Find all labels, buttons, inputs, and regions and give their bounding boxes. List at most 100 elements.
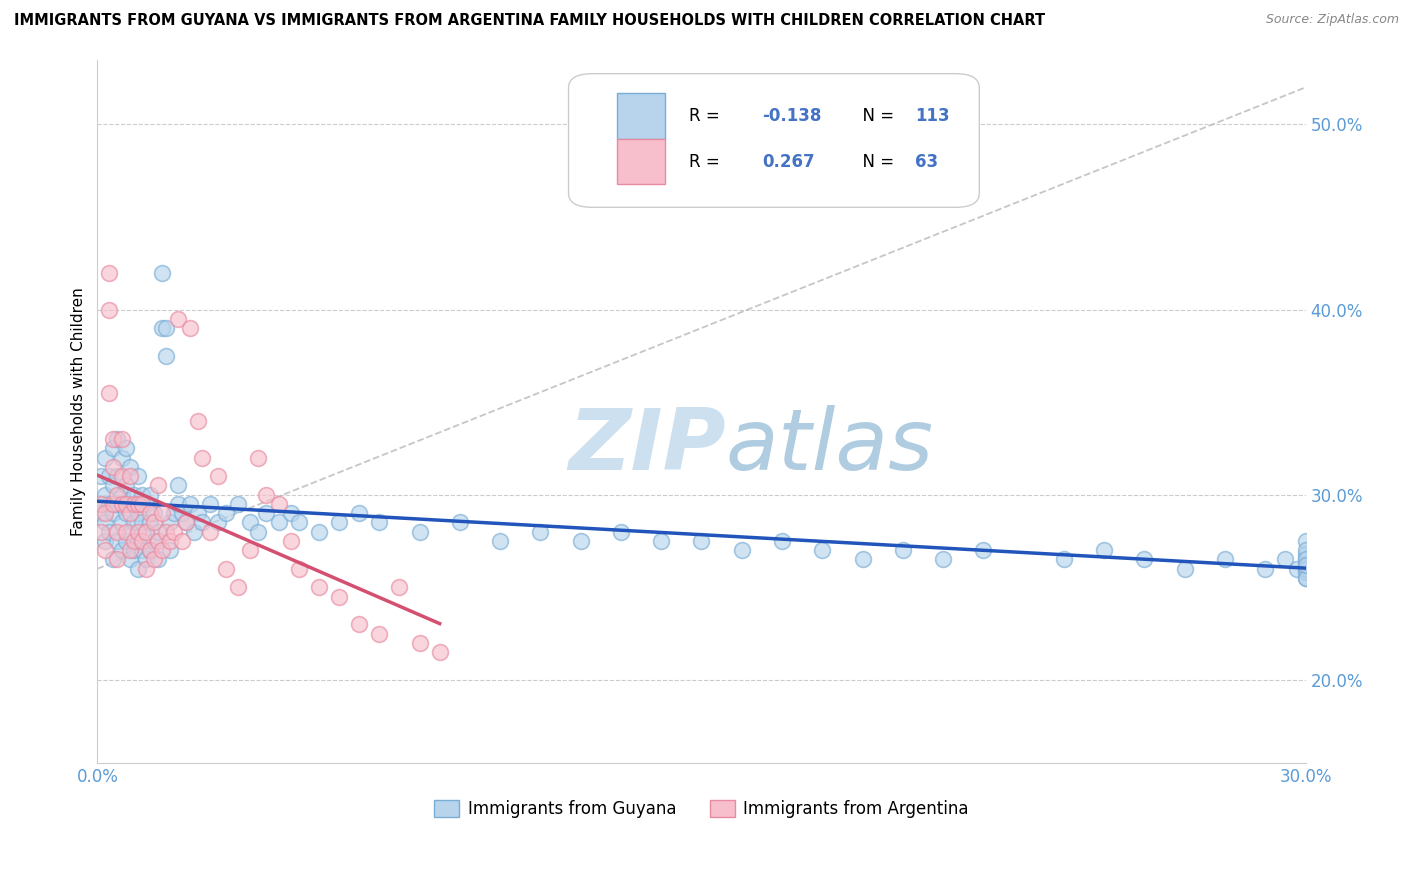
- Point: [1133, 552, 1156, 566]
- Point: [167, 311, 190, 326]
- Point: [90, 497, 112, 511]
- Point: [118, 459, 141, 474]
- Point: [150, 266, 173, 280]
- Point: [118, 552, 141, 566]
- Point: [94, 543, 117, 558]
- Point: [98, 469, 121, 483]
- Point: [103, 432, 125, 446]
- Point: [731, 543, 754, 558]
- Point: [122, 497, 145, 511]
- Point: [150, 506, 173, 520]
- Point: [226, 580, 249, 594]
- Point: [1295, 552, 1317, 566]
- Point: [94, 533, 117, 548]
- Point: [449, 516, 471, 530]
- Point: [110, 450, 132, 465]
- Point: [155, 321, 177, 335]
- Point: [90, 497, 112, 511]
- Point: [131, 533, 153, 548]
- Point: [103, 506, 125, 520]
- Point: [368, 516, 391, 530]
- Point: [146, 478, 169, 492]
- Point: [267, 516, 290, 530]
- Point: [131, 516, 153, 530]
- Point: [127, 497, 149, 511]
- Point: [110, 516, 132, 530]
- FancyBboxPatch shape: [568, 74, 980, 207]
- Point: [94, 516, 117, 530]
- Point: [408, 524, 430, 539]
- Point: [1286, 562, 1309, 576]
- Point: [690, 533, 713, 548]
- Point: [90, 506, 112, 520]
- Point: [1295, 566, 1317, 580]
- Point: [187, 506, 209, 520]
- Point: [107, 552, 129, 566]
- Point: [207, 469, 229, 483]
- Point: [155, 349, 177, 363]
- Point: [347, 506, 370, 520]
- FancyBboxPatch shape: [617, 139, 665, 185]
- Point: [159, 533, 181, 548]
- Point: [114, 533, 136, 548]
- Point: [142, 516, 165, 530]
- Point: [1213, 552, 1236, 566]
- Point: [131, 488, 153, 502]
- Point: [191, 450, 214, 465]
- Point: [142, 533, 165, 548]
- Point: [1295, 533, 1317, 548]
- Point: [131, 497, 153, 511]
- Point: [1174, 562, 1197, 576]
- Point: [388, 580, 411, 594]
- Point: [167, 478, 190, 492]
- Text: atlas: atlas: [725, 405, 934, 488]
- Point: [135, 552, 157, 566]
- Point: [114, 497, 136, 511]
- Point: [308, 580, 330, 594]
- Point: [138, 488, 160, 502]
- Point: [347, 617, 370, 632]
- Point: [94, 506, 117, 520]
- Point: [142, 506, 165, 520]
- Point: [114, 506, 136, 520]
- Point: [118, 506, 141, 520]
- Point: [159, 516, 181, 530]
- Point: [170, 506, 193, 520]
- Point: [287, 562, 309, 576]
- Point: [118, 543, 141, 558]
- Point: [163, 524, 186, 539]
- Point: [163, 506, 186, 520]
- Point: [932, 552, 955, 566]
- Point: [122, 516, 145, 530]
- Point: [98, 302, 121, 317]
- Point: [174, 516, 197, 530]
- Point: [110, 432, 132, 446]
- Point: [114, 478, 136, 492]
- Text: N =: N =: [852, 107, 900, 125]
- Point: [127, 533, 149, 548]
- Point: [239, 543, 262, 558]
- Point: [1295, 547, 1317, 561]
- Point: [122, 533, 145, 548]
- Text: 0.267: 0.267: [762, 153, 814, 170]
- Point: [239, 516, 262, 530]
- Point: [529, 524, 551, 539]
- Point: [150, 543, 173, 558]
- Point: [891, 543, 914, 558]
- Point: [122, 543, 145, 558]
- Point: [368, 626, 391, 640]
- Point: [429, 645, 451, 659]
- Point: [98, 266, 121, 280]
- Point: [103, 497, 125, 511]
- Point: [650, 533, 672, 548]
- Point: [489, 533, 512, 548]
- Point: [1295, 571, 1317, 585]
- Point: [107, 469, 129, 483]
- Point: [851, 552, 873, 566]
- Point: [107, 524, 129, 539]
- Point: [107, 533, 129, 548]
- Point: [118, 524, 141, 539]
- Point: [1053, 552, 1076, 566]
- Point: [1295, 558, 1317, 572]
- Point: [127, 506, 149, 520]
